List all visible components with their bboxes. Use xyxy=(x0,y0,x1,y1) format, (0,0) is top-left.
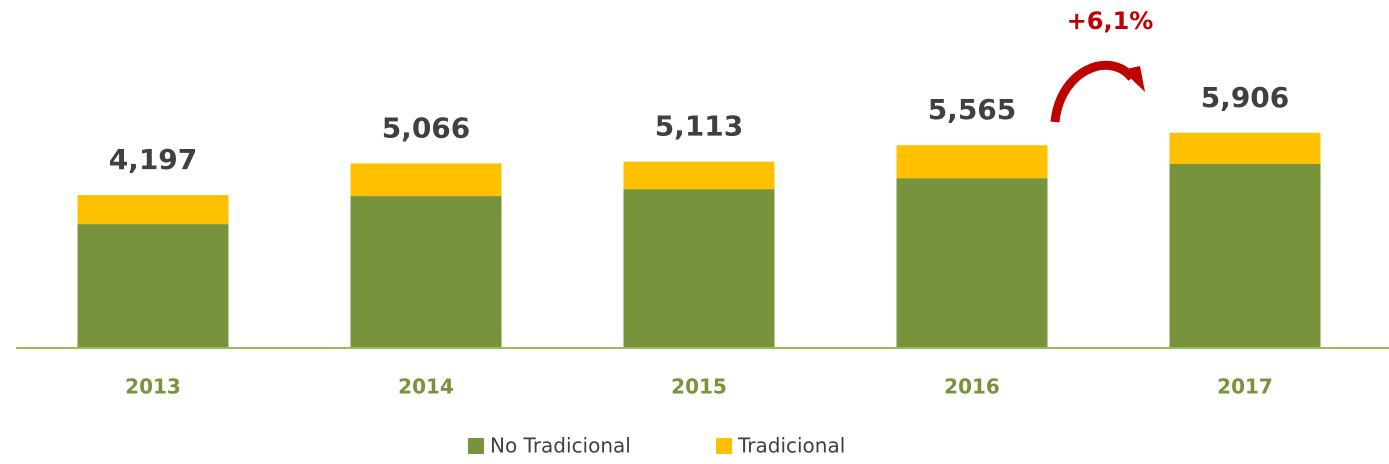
bar-segment xyxy=(896,178,1048,348)
annotation-arrow xyxy=(1050,60,1136,123)
x-tick-label: 2015 xyxy=(671,375,727,399)
legend-label: No Tradicional xyxy=(490,434,631,458)
bar-segment xyxy=(350,196,502,348)
bar-segment xyxy=(1169,132,1321,164)
bar-segment xyxy=(77,224,229,348)
annotation: +6,1% xyxy=(1067,7,1154,35)
bar-segment xyxy=(1169,163,1321,348)
total-label: 5,565 xyxy=(928,93,1017,126)
legend-label: Tradicional xyxy=(737,434,845,458)
bar-segment xyxy=(350,163,502,197)
bar-segment xyxy=(623,161,775,190)
total-label: 5,066 xyxy=(382,111,471,144)
bar-segment xyxy=(896,145,1048,179)
total-label: 5,906 xyxy=(1201,81,1290,114)
total-label: 5,113 xyxy=(655,110,744,143)
x-tick-label: 2014 xyxy=(398,375,454,399)
annotation-arrowhead xyxy=(1122,66,1145,92)
x-tick-label: 2017 xyxy=(1217,375,1273,399)
total-label: 4,197 xyxy=(109,143,198,176)
x-tick-label: 2016 xyxy=(944,375,1000,399)
x-tick-label: 2013 xyxy=(125,375,181,399)
legend-swatch xyxy=(716,438,732,454)
bar-segment xyxy=(77,195,229,225)
bar-segment xyxy=(623,189,775,348)
legend-swatch xyxy=(468,438,484,454)
